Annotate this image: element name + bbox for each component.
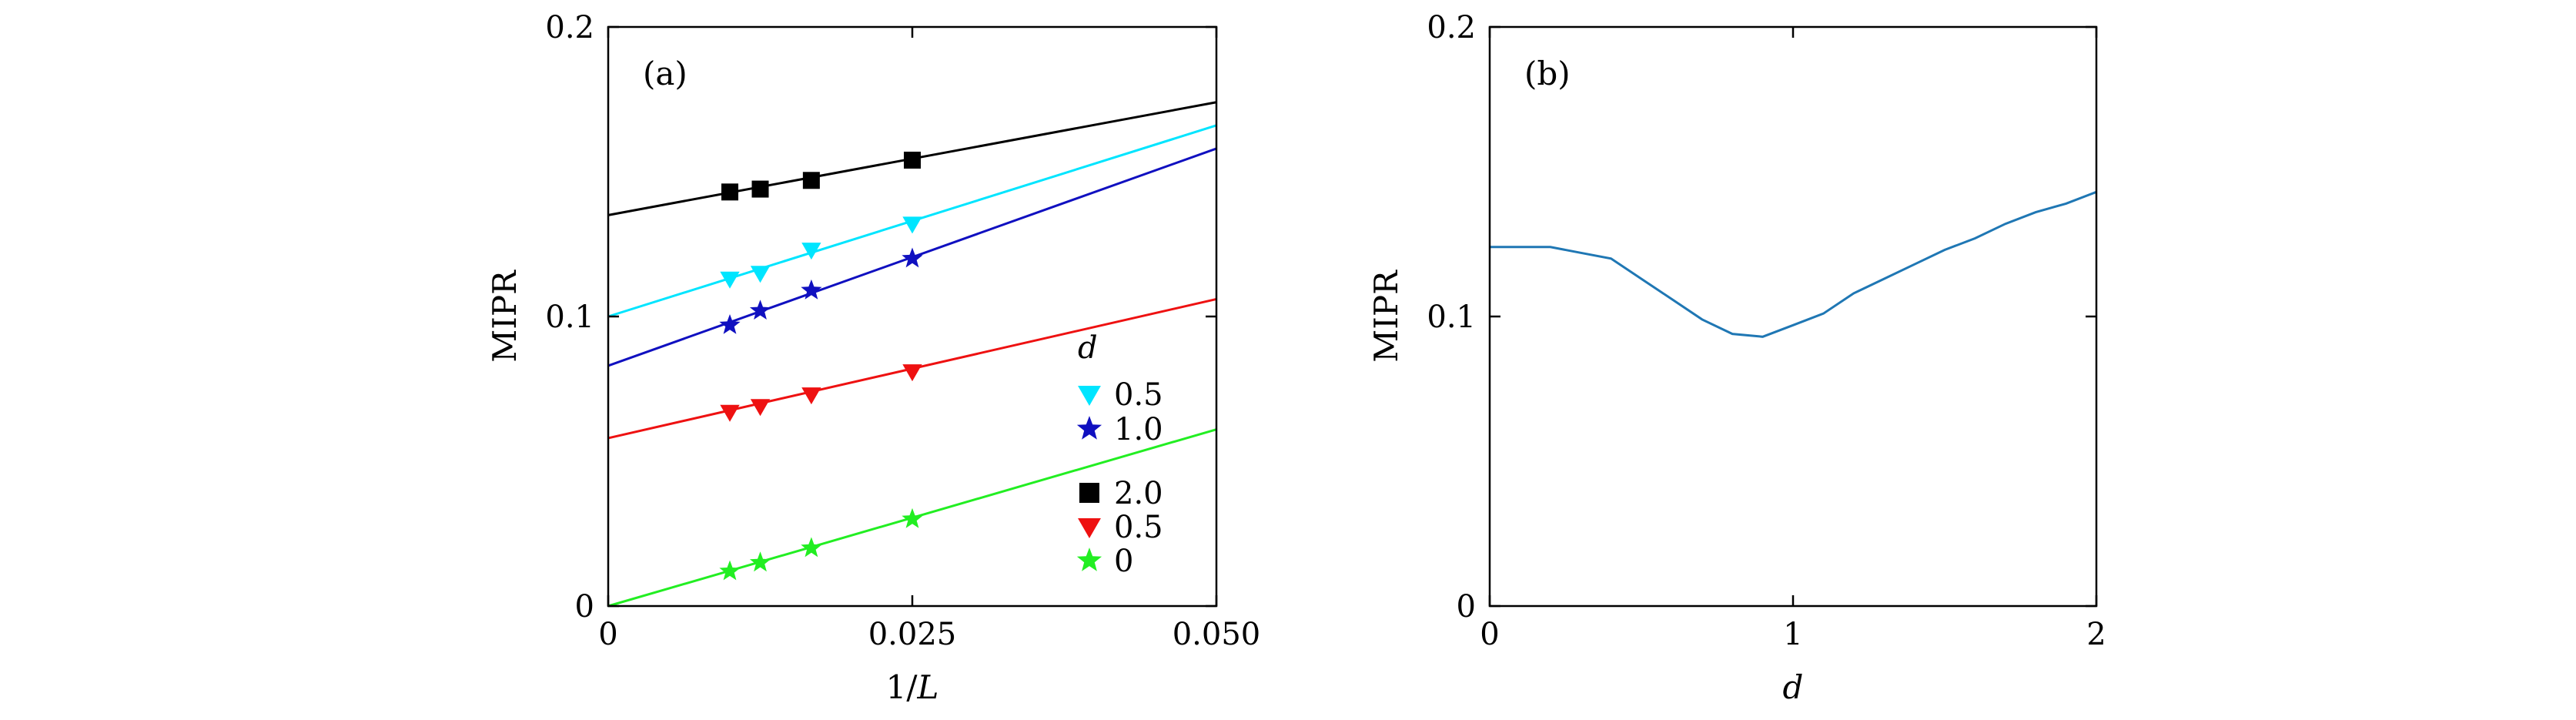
x-tick-label: 0.025: [868, 617, 957, 652]
data-point: [904, 151, 921, 169]
panel-a-legend: d0.51.02.00.50: [1076, 330, 1163, 579]
panel-b-x-axis-label: d: [1783, 668, 1804, 706]
data-point: [902, 507, 923, 528]
legend-label: 0: [1114, 544, 1133, 579]
legend-marker: [1079, 483, 1099, 503]
data-point: [802, 172, 820, 189]
data-point: [750, 399, 771, 417]
legend-marker: [1078, 517, 1101, 538]
y-tick-label: 0.2: [1427, 10, 1476, 45]
legend-marker: [1076, 416, 1102, 440]
y-tick-label: 0.1: [545, 300, 594, 335]
panel-a-label: (a): [643, 55, 687, 92]
data-point: [720, 404, 740, 422]
x-tick-label: 0.050: [1173, 617, 1261, 652]
data-point: [720, 271, 740, 289]
data-point: [749, 300, 771, 320]
data-point: [749, 551, 771, 572]
data-point: [801, 387, 821, 405]
data-point: [801, 537, 822, 558]
legend-label: 1.0: [1114, 412, 1163, 447]
data-point: [902, 247, 923, 268]
panel-b-label: (b): [1524, 55, 1571, 92]
panel-a-data-points: [719, 151, 923, 581]
panel-a-y-axis-label: MIPR: [486, 270, 524, 363]
data-point: [751, 180, 769, 198]
y-tick-label: 0: [575, 589, 594, 625]
x-tick-label: 1: [1783, 617, 1802, 652]
panel-b-chart: 0 1 2 0 0.1 0.2 (b) d MIPR: [1367, 10, 2106, 706]
legend-label: 0.5: [1114, 510, 1163, 545]
data-point: [902, 364, 922, 382]
panel-b-y-axis-label: MIPR: [1367, 270, 1405, 363]
legend-marker: [1076, 548, 1102, 571]
legend-marker: [1078, 385, 1101, 406]
y-tick-label: 0: [1457, 589, 1476, 625]
legend-title: d: [1078, 330, 1098, 366]
panel-a-x-axis-label: 1/L: [886, 668, 939, 706]
panel-b-series-line: [1490, 190, 2097, 338]
x-tick-label: 0: [1480, 617, 1499, 652]
data-point: [801, 243, 821, 260]
legend-label: 0.5: [1114, 377, 1163, 413]
y-tick-label: 0.1: [1427, 300, 1476, 335]
panel-b-ticks: 0 1 2 0 0.1 0.2: [1427, 10, 2106, 652]
data-point: [719, 560, 741, 581]
x-tick-label: 2: [2086, 617, 2106, 652]
data-point: [719, 314, 741, 334]
legend-label: 2.0: [1114, 476, 1163, 511]
data-point: [721, 183, 738, 201]
x-tick-label: 0: [598, 617, 617, 652]
panel-a-ticks: 0 0.025 0.050 0 0.1 0.2: [545, 10, 1260, 652]
y-tick-label: 0.2: [545, 10, 594, 45]
panel-b-plot-frame: [1488, 25, 2098, 608]
data-point: [750, 266, 771, 283]
data-point: [902, 216, 922, 234]
data-point: [801, 279, 822, 300]
